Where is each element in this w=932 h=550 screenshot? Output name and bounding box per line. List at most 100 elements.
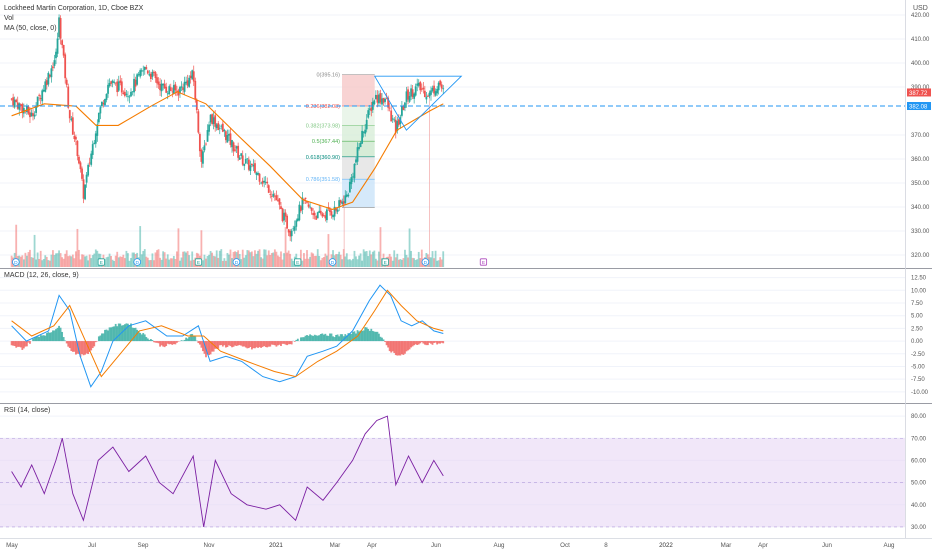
candle-body	[128, 96, 131, 98]
candle-body	[258, 173, 261, 182]
candle-body	[437, 82, 440, 91]
macd-histogram-bar	[116, 326, 119, 342]
fib-zone	[342, 156, 375, 180]
macd-histogram-bar	[430, 341, 432, 344]
macd-histogram-bar	[128, 325, 131, 342]
macd-histogram-bar	[215, 341, 218, 349]
dividend-marker	[232, 258, 241, 266]
price-axis-label: 390.00	[911, 85, 930, 91]
macd-histogram-bar	[151, 340, 154, 342]
macd-histogram-bar	[42, 335, 45, 342]
macd-histogram-bar	[171, 341, 174, 345]
macd-histogram-bar	[140, 334, 143, 342]
volume-bar	[244, 255, 247, 267]
candle-body	[356, 147, 359, 162]
triangle-shape[interactable]	[373, 75, 463, 131]
macd-histogram-bar	[188, 337, 191, 342]
candle-body	[30, 112, 33, 117]
macd-histogram-bar	[19, 341, 22, 348]
volume-bar	[171, 258, 174, 267]
candle-body	[304, 197, 307, 200]
event-marker-label: D	[135, 260, 139, 266]
candle-body	[221, 123, 224, 132]
candle-body	[278, 198, 281, 205]
dividend-marker	[12, 258, 20, 266]
macd-histogram-bar	[396, 341, 399, 356]
volume-bar	[58, 250, 60, 267]
macd-histogram-bar	[289, 341, 292, 345]
macd-histogram-bar	[440, 341, 443, 343]
volume-bar	[105, 257, 108, 267]
macd-histogram-bar	[405, 341, 408, 352]
volume-bar	[266, 255, 269, 267]
candle-body	[39, 98, 42, 100]
candle-body	[171, 91, 174, 93]
macd-histogram-bar	[16, 341, 19, 347]
macd-histogram-bar	[206, 341, 209, 355]
candle-body	[61, 40, 64, 46]
candle-body	[345, 194, 348, 197]
macd-histogram-bar	[273, 341, 276, 346]
macd-histogram-bar	[393, 341, 396, 354]
candle-body	[212, 117, 215, 124]
candle-body	[267, 185, 270, 193]
candle-body	[107, 84, 109, 94]
fibonacci-retracement[interactable]: 0(395.16) 0.236(382.08) 0.382(373.98) 0.5(3…	[306, 73, 430, 267]
macd-histogram-bar	[330, 333, 333, 342]
price-axis-label: 70.00	[911, 436, 927, 442]
macd-histogram-bar	[48, 332, 51, 342]
volume-bar	[232, 251, 235, 267]
macd-histogram-bar	[194, 336, 197, 342]
volume-bar	[55, 253, 57, 267]
candle-body	[10, 98, 13, 100]
macd-histogram-bar	[153, 341, 155, 343]
macd-histogram-bar	[88, 341, 91, 352]
macd-histogram-bar	[142, 333, 145, 342]
macd-histogram-bar	[241, 341, 244, 347]
volume-bar	[393, 250, 396, 267]
macd-histogram-bar	[143, 334, 146, 342]
macd-histogram-bar	[26, 341, 28, 347]
volume-bar	[50, 254, 53, 267]
macd-histogram-bar	[350, 333, 353, 342]
macd-histogram-bar	[336, 334, 339, 342]
macd-histogram-bar	[85, 341, 88, 354]
symbol-title: Lockheed Martin Corporation, 1D, Cboe BZ…	[4, 5, 144, 12]
macd-histogram-bar	[211, 341, 214, 352]
candle-body	[226, 134, 229, 143]
macd-histogram-bar	[231, 341, 233, 348]
volume-bar	[59, 253, 62, 267]
candle-body	[202, 151, 204, 164]
macd-histogram-bar	[146, 338, 149, 342]
candle-body	[145, 67, 148, 69]
volume-bar	[371, 251, 374, 267]
macd-histogram-bar	[329, 333, 331, 342]
macd-histogram-bar	[131, 327, 134, 342]
triangle-drawing[interactable]	[373, 75, 463, 131]
volume-bar	[39, 250, 42, 267]
candle-body	[379, 93, 382, 103]
volume-bar	[26, 255, 28, 267]
macd-histogram-bar	[319, 334, 322, 342]
volume-bar	[413, 258, 416, 267]
candle-body	[159, 83, 161, 91]
price-axis-label: -2.50	[911, 352, 925, 358]
volume-bar	[214, 256, 217, 267]
candle-body	[313, 212, 316, 216]
candle-body	[122, 92, 125, 95]
macd-histogram-bar	[133, 328, 135, 342]
macd-histogram-bar	[67, 341, 70, 347]
macd-histogram-bar	[130, 323, 132, 342]
candle-body	[119, 80, 122, 83]
volume-bar	[157, 249, 160, 267]
volume-bar	[309, 256, 311, 267]
candle-body	[260, 182, 262, 184]
volume-bar	[142, 250, 145, 267]
candle-body	[280, 206, 282, 210]
macd-histogram-bar	[148, 339, 151, 342]
time-axis-label: Jun	[431, 542, 442, 549]
macd-histogram-bar	[149, 339, 152, 342]
candle-body	[251, 163, 253, 165]
candle-body	[434, 91, 437, 96]
